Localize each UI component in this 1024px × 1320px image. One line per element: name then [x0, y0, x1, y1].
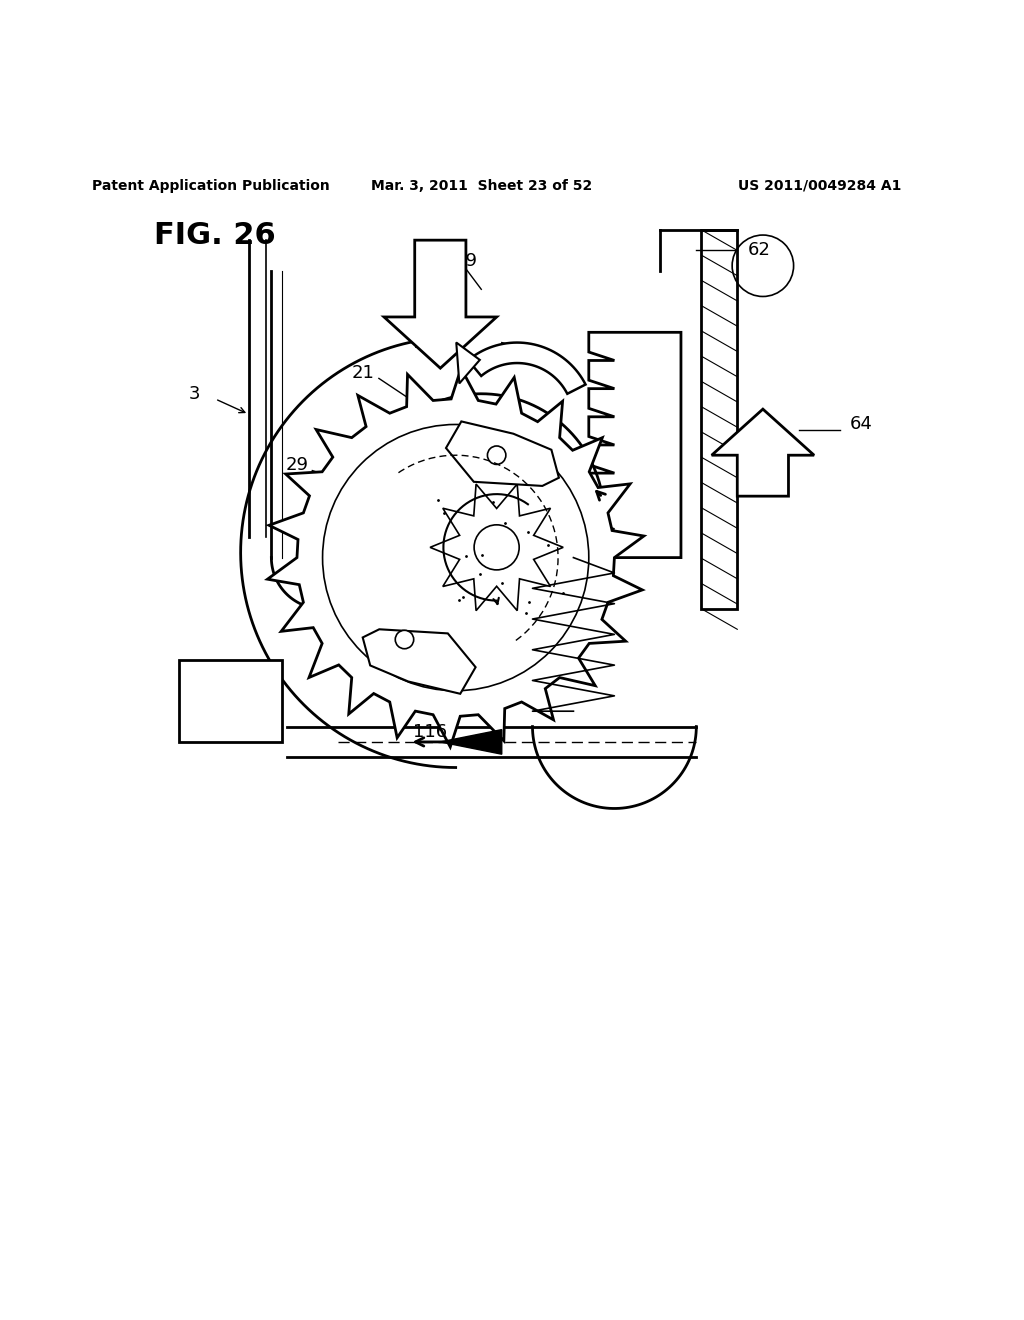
- Bar: [701, 230, 737, 609]
- Polygon shape: [457, 342, 480, 383]
- Text: US 2011/0049284 A1: US 2011/0049284 A1: [737, 180, 901, 193]
- Text: 116: 116: [413, 722, 447, 741]
- Polygon shape: [589, 333, 681, 557]
- Circle shape: [395, 631, 414, 648]
- Text: FIG. 26: FIG. 26: [154, 220, 275, 249]
- Circle shape: [487, 446, 506, 465]
- Polygon shape: [362, 630, 475, 694]
- Text: 62: 62: [748, 242, 770, 260]
- Polygon shape: [468, 343, 586, 393]
- Text: 116: 116: [413, 334, 447, 351]
- Polygon shape: [384, 240, 497, 368]
- Circle shape: [474, 525, 519, 570]
- Polygon shape: [712, 409, 814, 496]
- Polygon shape: [440, 730, 502, 754]
- Text: 21: 21: [352, 364, 375, 383]
- Text: Patent Application Publication: Patent Application Publication: [92, 180, 330, 193]
- Text: Mar. 3, 2011  Sheet 23 of 52: Mar. 3, 2011 Sheet 23 of 52: [371, 180, 592, 193]
- Text: 29: 29: [286, 457, 308, 474]
- Polygon shape: [267, 368, 644, 747]
- Bar: [179, 660, 282, 742]
- Text: 64: 64: [850, 416, 872, 433]
- Text: 3: 3: [188, 384, 201, 403]
- Polygon shape: [446, 421, 559, 486]
- Text: 29: 29: [455, 252, 477, 269]
- Polygon shape: [430, 484, 563, 611]
